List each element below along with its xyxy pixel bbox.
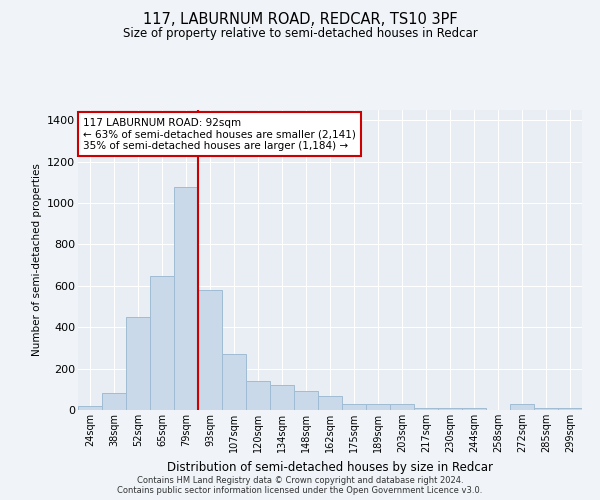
Bar xyxy=(510,404,534,410)
Bar xyxy=(198,290,222,410)
Text: Contains HM Land Registry data © Crown copyright and database right 2024.: Contains HM Land Registry data © Crown c… xyxy=(137,476,463,485)
Bar xyxy=(558,408,582,410)
Bar xyxy=(126,317,150,410)
Text: 117, LABURNUM ROAD, REDCAR, TS10 3PF: 117, LABURNUM ROAD, REDCAR, TS10 3PF xyxy=(143,12,457,28)
Bar xyxy=(438,408,462,410)
Bar xyxy=(342,404,366,410)
Bar xyxy=(414,408,438,410)
Bar xyxy=(366,404,390,410)
Bar xyxy=(78,406,102,410)
Text: Contains public sector information licensed under the Open Government Licence v3: Contains public sector information licen… xyxy=(118,486,482,495)
Bar xyxy=(174,186,198,410)
Text: 117 LABURNUM ROAD: 92sqm
← 63% of semi-detached houses are smaller (2,141)
35% o: 117 LABURNUM ROAD: 92sqm ← 63% of semi-d… xyxy=(83,118,356,150)
Text: Size of property relative to semi-detached houses in Redcar: Size of property relative to semi-detach… xyxy=(122,28,478,40)
Bar xyxy=(462,408,486,410)
Bar xyxy=(390,404,414,410)
Bar xyxy=(270,385,294,410)
Bar xyxy=(294,392,318,410)
Bar xyxy=(222,354,246,410)
Bar xyxy=(534,408,558,410)
Y-axis label: Number of semi-detached properties: Number of semi-detached properties xyxy=(32,164,41,356)
Bar xyxy=(102,394,126,410)
Bar xyxy=(246,381,270,410)
Bar xyxy=(318,396,342,410)
X-axis label: Distribution of semi-detached houses by size in Redcar: Distribution of semi-detached houses by … xyxy=(167,460,493,473)
Bar xyxy=(150,276,174,410)
